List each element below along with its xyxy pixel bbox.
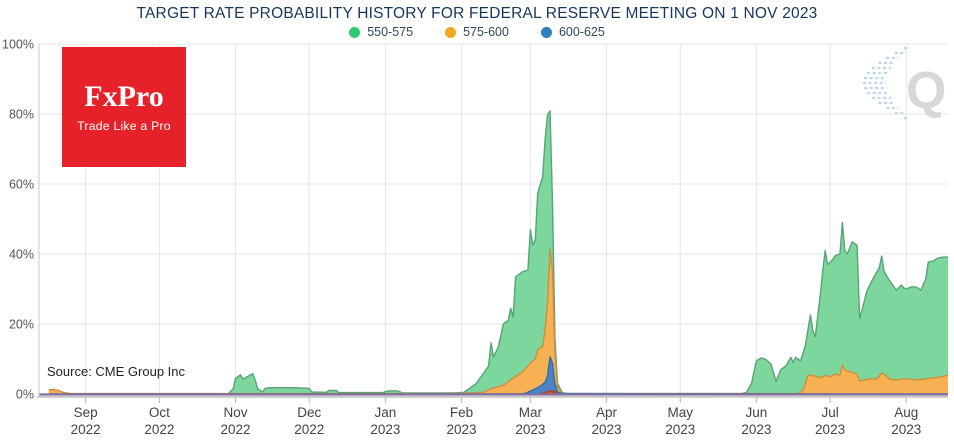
x-axis-label-month: Sep <box>74 405 98 420</box>
x-axis-label-month: Dec <box>297 405 321 420</box>
x-axis-label-year: 2022 <box>221 422 251 437</box>
x-axis-label-month: Apr <box>596 405 618 420</box>
x-axis-label-year: 2022 <box>294 422 324 437</box>
x-axis-label-year: 2022 <box>71 422 101 437</box>
series-line-575-600 <box>48 248 949 395</box>
y-axis-label: 80% <box>9 108 34 122</box>
series-line-unlabeled-red <box>539 390 558 395</box>
x-axis-label-year: 2022 <box>144 422 174 437</box>
watermark-q-letter: Q <box>906 62 946 120</box>
legend-dot-icon <box>349 26 361 38</box>
legend-item-550-575[interactable]: 550-575 <box>349 25 413 39</box>
x-axis-label-month: Jul <box>821 405 838 420</box>
fxpro-logo-wordmark: FxPro <box>84 79 164 113</box>
y-axis-label: 40% <box>9 248 34 262</box>
x-axis-label-year: 2023 <box>741 422 771 437</box>
series-area-575-600 <box>48 249 949 394</box>
x-axis-label-year: 2023 <box>815 422 845 437</box>
legend-label: 600-625 <box>558 25 605 39</box>
x-axis-label-year: 2023 <box>370 422 400 437</box>
chart-title: TARGET RATE PROBABILITY HISTORY FOR FEDE… <box>136 5 818 22</box>
y-axis-label: 0% <box>16 388 34 402</box>
x-axis-label-month: Oct <box>149 405 170 420</box>
fxpro-logo-tagline: Trade Like a Pro <box>77 118 171 133</box>
series-line-600-625 <box>48 356 949 395</box>
y-axis-label: 60% <box>9 178 34 192</box>
x-axis-label-month: Jun <box>745 405 767 420</box>
x-axis-label-month: Jan <box>375 405 397 420</box>
y-axis-label: 20% <box>9 318 34 332</box>
x-axis-label-year: 2023 <box>891 422 921 437</box>
source-note: Source: CME Group Inc <box>47 364 185 379</box>
watermark: Q <box>863 46 946 120</box>
fxpro-logo: FxPro Trade Like a Pro <box>62 47 186 167</box>
y-axis-label: 100% <box>2 38 34 52</box>
chart-legend: 550-575 575-600 600-625 <box>0 25 954 39</box>
legend-dot-icon <box>540 26 552 38</box>
legend-item-600-625[interactable]: 600-625 <box>540 25 605 39</box>
legend-item-575-600[interactable]: 575-600 <box>445 25 509 39</box>
x-axis-label-month: Mar <box>519 405 543 420</box>
x-axis-label-year: 2023 <box>591 422 621 437</box>
x-axis-label-month: May <box>667 405 693 420</box>
legend-label: 550-575 <box>367 25 414 39</box>
x-axis-label-month: Nov <box>224 405 248 420</box>
watermark-swoosh-icon <box>863 46 908 120</box>
x-axis-label-year: 2023 <box>447 422 477 437</box>
x-axis-label-year: 2023 <box>665 422 695 437</box>
legend-label: 575-600 <box>463 25 509 39</box>
x-axis-label-month: Aug <box>894 405 918 420</box>
x-axis-label-year: 2023 <box>515 422 545 437</box>
legend-dot-icon <box>445 26 457 38</box>
series-area-550-575 <box>48 110 949 395</box>
x-axis-label-month: Feb <box>450 405 473 420</box>
